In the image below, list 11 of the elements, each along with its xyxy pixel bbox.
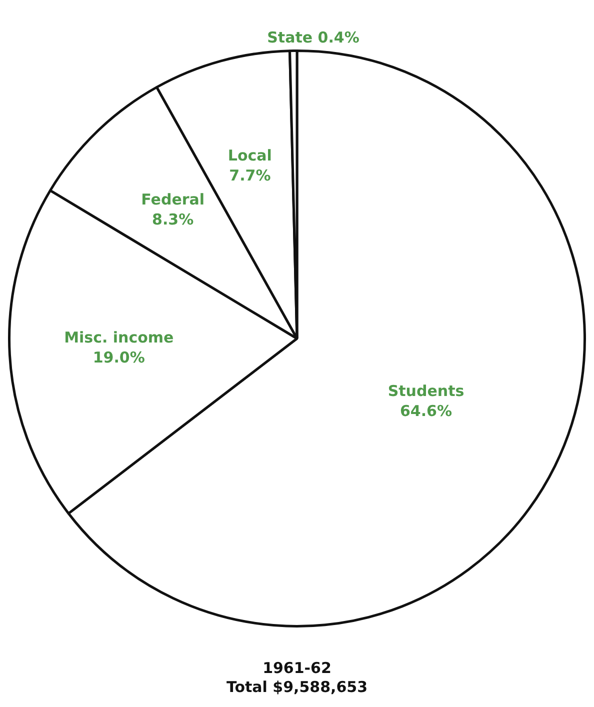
data-label: 19.0%: [92, 348, 145, 366]
slice-label: Local: [228, 146, 272, 164]
data-label: 64.6%: [400, 402, 452, 420]
text: Total $9,588,653: [225, 678, 369, 697]
slice-label: State 0.4%: [267, 28, 360, 47]
data-label: 8.3%: [152, 210, 194, 228]
slice-label: Federal: [141, 190, 205, 208]
text: 1961-62: [262, 659, 332, 678]
data-label: 7.7%: [229, 166, 271, 184]
slice-label: Misc. income: [64, 328, 174, 346]
slice-label: Students: [388, 382, 464, 400]
